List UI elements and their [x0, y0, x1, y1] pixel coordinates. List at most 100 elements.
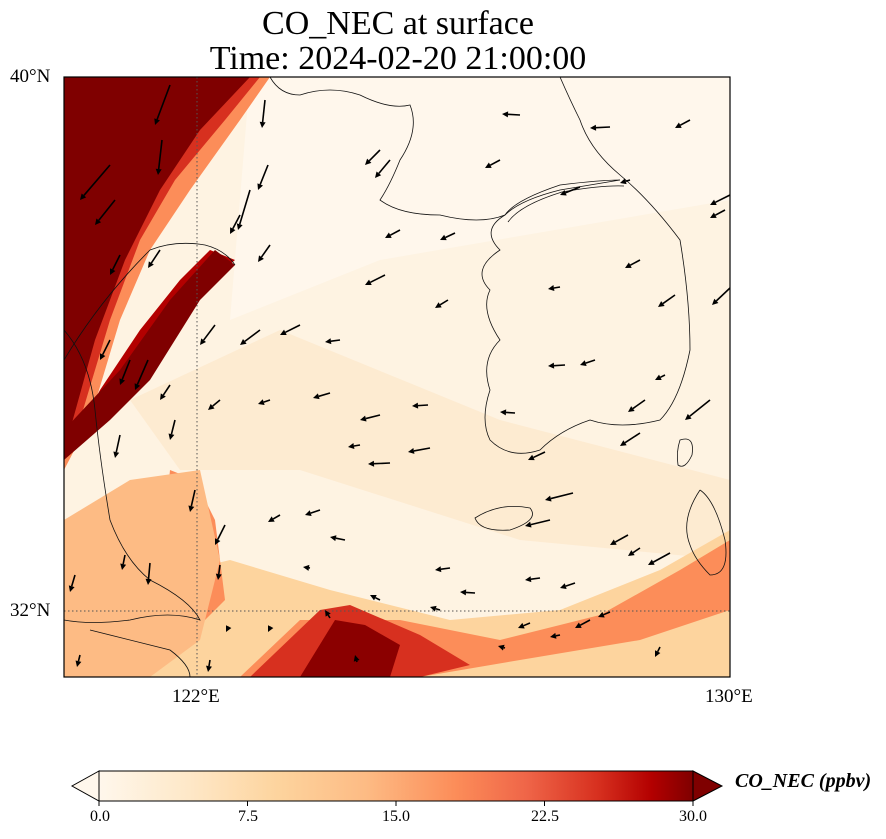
wind-vector-head [268, 625, 274, 632]
colorbar-tick-label: 22.5 [531, 808, 559, 825]
wind-vector-shaft [550, 492, 574, 500]
lat-label-32N: 32°N [10, 600, 51, 621]
wind-vector-head [485, 162, 492, 168]
map-subtitle-time: Time: 2024-02-20 21:00:00 [209, 40, 587, 77]
field-low-region [230, 77, 730, 320]
colorbar-gradient [99, 771, 693, 801]
wind-vector-head [710, 212, 717, 218]
wind-vector-shaft [190, 489, 196, 507]
wind-vector-shaft [285, 324, 301, 334]
wind-vector-shaft [370, 274, 386, 284]
wind-vector-shaft [212, 399, 221, 407]
wind-vector-shaft [98, 199, 116, 221]
lon-label-122E: 122°E [172, 686, 220, 707]
wind-vector-head [208, 403, 215, 410]
wind-vector-shaft [715, 287, 731, 302]
wind-vector-shaft [660, 374, 666, 379]
wind-vector-head [518, 622, 525, 629]
wind-vector-shaft [417, 404, 429, 407]
wind-vector-head [325, 338, 332, 345]
coastline-peninsula [481, 77, 691, 454]
wind-vector-shaft [157, 139, 163, 170]
wind-vector-head [430, 605, 437, 612]
wind-vector-shaft [625, 179, 631, 183]
wind-vector-shaft [375, 596, 381, 601]
wind-vector-shaft [465, 591, 476, 594]
wind-vector-head [610, 539, 617, 545]
wind-vector-shaft [489, 159, 501, 166]
wind-vector-head [258, 255, 264, 262]
wind-vector-shaft [150, 249, 161, 264]
wind-vector-head [145, 578, 152, 585]
wind-vector-head [575, 622, 582, 628]
field-band-central [130, 330, 730, 560]
wind-vector-head [303, 564, 310, 571]
wind-vector-head [154, 118, 160, 125]
coastline-island-jeju [474, 505, 533, 531]
border-north [504, 179, 621, 216]
wind-vector-head [188, 505, 195, 512]
wind-vector-head [628, 550, 635, 556]
wind-vector-shaft [310, 509, 321, 514]
wind-vector-head [375, 171, 382, 178]
wind-vector-shaft [259, 164, 269, 185]
wind-vector-shaft [373, 462, 391, 465]
wind-vector-shaft [162, 384, 171, 396]
wind-vector-shaft [632, 547, 641, 554]
coastline-island-tsushima [676, 438, 693, 467]
wind-vector-shaft [238, 189, 251, 225]
wind-vector-shaft [445, 232, 456, 239]
map-frame [63, 76, 731, 678]
wind-vector-shaft [335, 537, 346, 541]
wind-vector-head [95, 218, 102, 225]
wind-vector-head [590, 124, 597, 131]
wind-vector-head [685, 413, 692, 420]
wind-vector-shaft [505, 411, 516, 414]
wind-vector-shaft [389, 229, 401, 236]
wind-vector-head [348, 443, 355, 449]
wind-vector-shaft [111, 254, 121, 270]
wind-vector-shaft [272, 514, 281, 520]
wind-vector-head [365, 279, 372, 285]
wind-vector-head [528, 454, 535, 461]
wind-vector-head [215, 573, 222, 580]
colorbar-label: CO_NEC (ppbv) [735, 770, 872, 792]
wind-vector-head [325, 610, 331, 617]
wind-vector-shaft [565, 186, 581, 194]
wind-vector-head [560, 583, 567, 589]
coastline-kyushu [686, 489, 727, 576]
wind-vector-shaft [318, 392, 331, 398]
wind-vector-head [280, 329, 287, 335]
wind-vector-shaft [330, 339, 341, 343]
wind-vector-shaft [413, 447, 431, 452]
field-nw-core [64, 77, 250, 440]
wind-vector-head [648, 559, 655, 565]
wind-vector-head [259, 121, 266, 128]
wind-vector-shaft [156, 84, 171, 120]
wind-vector-head [408, 447, 415, 454]
wind-vector-shaft [122, 554, 126, 565]
wind-vector-head [502, 111, 509, 118]
wind-vector-head [435, 566, 442, 573]
wind-vector-shaft [595, 126, 611, 129]
wind-vector-head [313, 393, 320, 400]
colorbar-tick-label: 7.5 [238, 808, 258, 825]
concentration-field [64, 77, 730, 677]
wind-vector-head [226, 625, 232, 632]
wind-vector-shaft [714, 209, 726, 216]
wind-vector-head [200, 338, 206, 345]
wind-vector-head [655, 650, 661, 657]
wind-vector-shaft [565, 582, 576, 587]
wind-vector-head [68, 585, 75, 592]
border-north-2 [507, 185, 625, 223]
wind-vector-shaft [523, 622, 531, 627]
wind-vector-shaft [603, 611, 611, 616]
wind-vector-head [155, 168, 162, 175]
wind-vector-head [412, 402, 419, 409]
colorbar-tick-label: 15.0 [382, 808, 410, 825]
wind-vector-shaft [553, 286, 561, 289]
wind-vector-head [385, 232, 392, 238]
wind-vector-head [258, 399, 265, 405]
wind-vector-shaft [614, 534, 629, 543]
wind-vector-shaft [170, 419, 176, 435]
